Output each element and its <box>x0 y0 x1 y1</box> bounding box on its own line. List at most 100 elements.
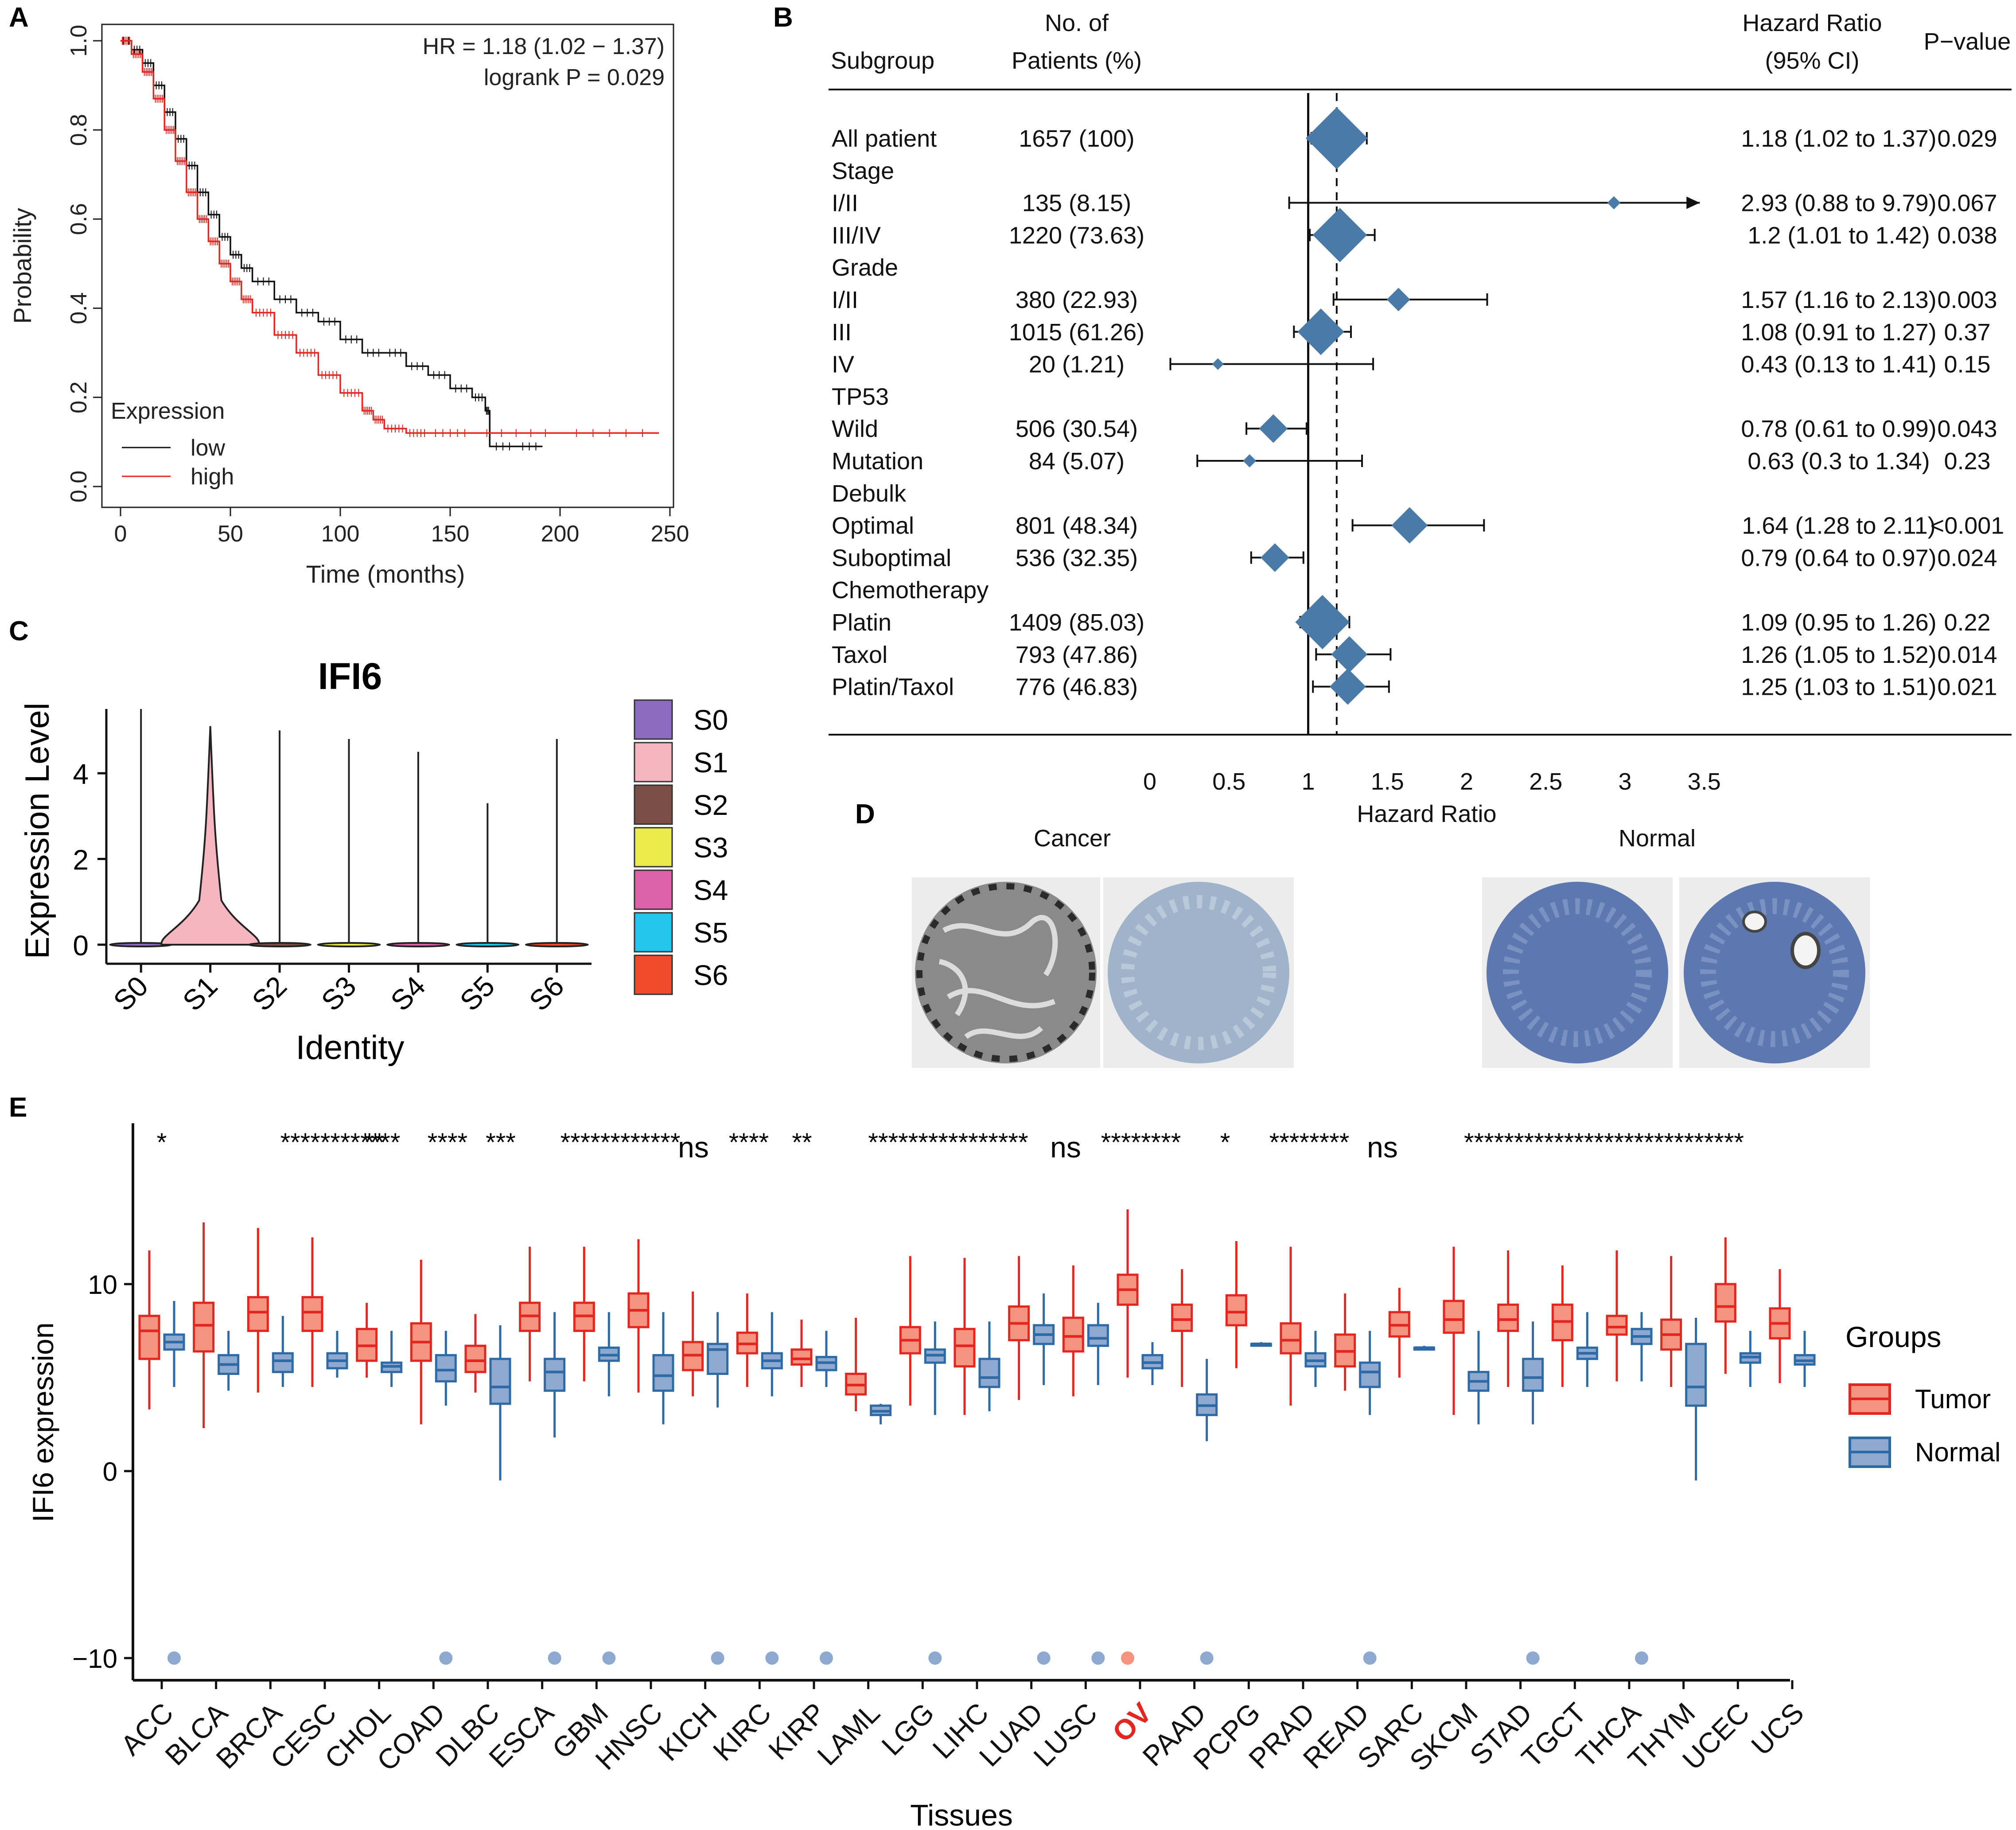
forest-hr-diamond <box>1261 543 1289 572</box>
box-normal-LIHC <box>978 1358 1000 1388</box>
box-outlier <box>1635 1651 1648 1665</box>
box-tumor-CESC <box>301 1296 323 1332</box>
violin-legend-swatch-S0 <box>634 699 673 740</box>
violin-x-label: Identity <box>296 1029 404 1067</box>
box-significance-label: ******** <box>1101 1128 1181 1157</box>
forest-row-p: 0.22 <box>1944 609 1990 636</box>
forest-row-p: 0.038 <box>1937 222 1997 249</box>
violin-base-S3 <box>317 942 381 947</box>
box-outlier <box>820 1651 833 1665</box>
forest-header-patients-1: No. of <box>1045 10 1109 36</box>
km-censor-marks-high <box>122 37 643 437</box>
forest-row-p: 0.024 <box>1937 545 1997 571</box>
forest-row-n: 536 (32.35) <box>1016 545 1138 571</box>
panel-label-b: B <box>773 2 793 33</box>
forest-row-ci: 0.63 (0.3 to 1.34) <box>1747 448 1930 475</box>
violin-y-label: Expression Level <box>19 703 56 959</box>
forest-hr-diamond <box>1243 454 1257 467</box>
forest-row-label: Stage <box>832 158 894 184</box>
box-x-tick-label: LGG <box>876 1697 940 1761</box>
km-y-tick-label: 0.4 <box>66 292 92 324</box>
box-x-tick-label: LAML <box>811 1697 886 1772</box>
forest-header-pvalue: P−value <box>1924 28 2011 55</box>
violin-x-tick-label: S3 <box>315 970 362 1017</box>
forest-row-ci: 1.25 (1.03 to 1.51) <box>1741 674 1936 701</box>
forest-row-label: Platin/Taxol <box>832 674 954 701</box>
forest-x-label: Hazard Ratio <box>1357 801 1496 827</box>
box-significance-label: ns <box>1050 1131 1081 1164</box>
box-y-tick-label: −10 <box>72 1644 117 1674</box>
km-x-tick-label: 150 <box>431 521 470 547</box>
forest-x-tick-label: 1 <box>1301 768 1315 795</box>
box-significance-label: **************************** <box>1464 1128 1744 1157</box>
km-y-label: Probability <box>8 208 36 323</box>
panel-label-d: D <box>855 799 875 829</box>
box-significance-label: ************ <box>280 1128 401 1157</box>
box-y-tick-label: 10 <box>88 1270 117 1300</box>
box-significance-label: ************ <box>560 1128 681 1157</box>
forest-row-ci: 1.57 (1.16 to 2.13) <box>1741 287 1936 313</box>
forest-row-n: 506 (30.54) <box>1016 416 1138 442</box>
forest-x-tick-label: 3 <box>1618 768 1631 795</box>
forest-row-p: 0.021 <box>1937 674 1997 701</box>
violin-x-tick-label: S1 <box>176 970 223 1017</box>
forest-row-label: Platin <box>832 609 891 636</box>
violin-legend-label-S4: S4 <box>693 874 728 906</box>
box-tumor-PCPG <box>1225 1294 1247 1327</box>
forest-row-p: 0.043 <box>1937 416 1997 442</box>
box-outlier <box>1121 1651 1134 1665</box>
forest-row-label: Optimal <box>832 513 914 539</box>
km-plot-frame <box>101 23 674 508</box>
forest-row-p: 0.067 <box>1937 190 1997 217</box>
box-significance-label: ** <box>364 1128 384 1157</box>
km-curve-high <box>121 40 659 434</box>
box-tumor-KIRP <box>790 1348 813 1366</box>
box-y-label: IFI6 expression <box>27 1322 59 1522</box>
forest-header-hr-1: Hazard Ratio <box>1742 10 1882 36</box>
box-normal-HNSC <box>652 1354 674 1392</box>
forest-x-tick-label: 2 <box>1460 768 1473 795</box>
panel-label-a: A <box>9 2 29 33</box>
forest-row-p: <0.001 <box>1930 513 2004 539</box>
forest-row-label: I/II <box>832 287 858 313</box>
km-x-tick-label: 200 <box>541 521 580 547</box>
box-tumor-PAAD <box>1171 1303 1193 1332</box>
panel-label-e: E <box>9 1092 27 1123</box>
forest-row-label: Wild <box>832 416 878 442</box>
km-y-tick-label: 0.2 <box>66 382 92 413</box>
forest-row-ci: 1.26 (1.05 to 1.52) <box>1741 642 1936 668</box>
box-x-label: Tissues <box>910 1799 1013 1830</box>
forest-x-tick-label: 0 <box>1143 768 1156 795</box>
box-outlier <box>548 1651 561 1665</box>
box-significance-label: ns <box>678 1131 709 1164</box>
violin-y-tick-label: 4 <box>73 758 89 790</box>
forest-row-n: 1220 (73.63) <box>1009 222 1144 249</box>
km-y-tick-label: 0.0 <box>66 471 92 502</box>
forest-row-label: III/IV <box>832 222 881 249</box>
forest-row-ci: 1.08 (0.91 to 1.27) <box>1741 319 1936 346</box>
box-normal-DLBC <box>489 1358 511 1405</box>
forest-x-tick-label: 3.5 <box>1688 768 1721 795</box>
forest-row-n: 84 (5.07) <box>1029 448 1125 475</box>
forest-row-label: All patient <box>832 125 937 152</box>
forest-rows: 0 0.5 1 1.5 2 2.5 3 3.5 All patient 1657 (100) 1.1… <box>832 93 2004 795</box>
forest-row-label: Grade <box>832 254 898 281</box>
forest-row-label: Suboptimal <box>832 545 951 571</box>
forest-hr-diamond <box>1607 196 1621 210</box>
box-tumor-LIHC <box>954 1328 976 1368</box>
forest-row-n: 1409 (85.03) <box>1009 609 1144 636</box>
box-outlier <box>602 1651 616 1665</box>
box-significance-label: ** <box>792 1128 812 1157</box>
violin-legend-swatch-S1 <box>634 742 673 783</box>
forest-row-p: 0.014 <box>1937 642 1997 668</box>
box-normal-BRCA <box>272 1352 294 1373</box>
ihc-normal-1-texture <box>1503 898 1652 1047</box>
km-y-tick-label: 1.0 <box>66 25 92 57</box>
box-significance-label: * <box>1220 1128 1230 1157</box>
ihc-normal-1-core <box>1487 882 1668 1063</box>
box-y-tick-label: 0 <box>103 1457 117 1487</box>
box-x-tick-label: LUAD <box>973 1697 1049 1773</box>
violin-y-tick-label: 0 <box>73 930 89 962</box>
violin-title: IFI6 <box>318 655 382 697</box>
box-significance-label: ******** <box>1269 1128 1350 1157</box>
